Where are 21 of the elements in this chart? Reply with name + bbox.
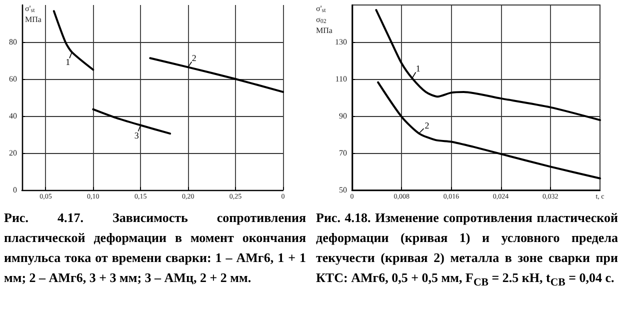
y-tick-label: 90 [339,112,347,120]
annotation: 1 [66,57,70,68]
y-tick-label: 0 [13,186,17,194]
text: Рис. 4.18. Изменение сопротивления пластической деформации (кривая 1) и условного предела текучести (кривая 2) металла в зоне сварки при КТС: АМг6, 0,5 + 0,5 мм, F$_{СВ}$ = 2.5 кН, t$_{СВ}$ = 0,04 с. [316,209,618,291]
y-tick-label: 40 [9,112,17,120]
annotation: 2 [424,120,430,130]
line-series [52,10,94,71]
text: Рис. 4.17. Зависимость сопротивления пластической деформации в момент окончания импульса тока от времени сварки: 1 – АМг6, 1 + 1 мм; 2 – АМг6, 3 + 3 мм; 3 – АМц, 2 + 2 мм. [4,209,306,287]
line-series [375,8,601,122]
y-tick-label: 60 [9,74,17,84]
annotation: 3 [134,130,140,140]
y-tick-label: 110 [335,74,347,84]
y-tick-label: 130 [335,38,347,46]
y-tick-label: 20 [9,148,17,158]
annotation: 2 [192,53,196,64]
line-series [377,81,601,180]
y-tick-label: 50 [339,186,347,194]
y-tick-label: 70 [339,148,347,158]
line-series [149,57,284,93]
annotation: 1 [416,63,420,74]
y-tick-label: 80 [9,38,17,46]
